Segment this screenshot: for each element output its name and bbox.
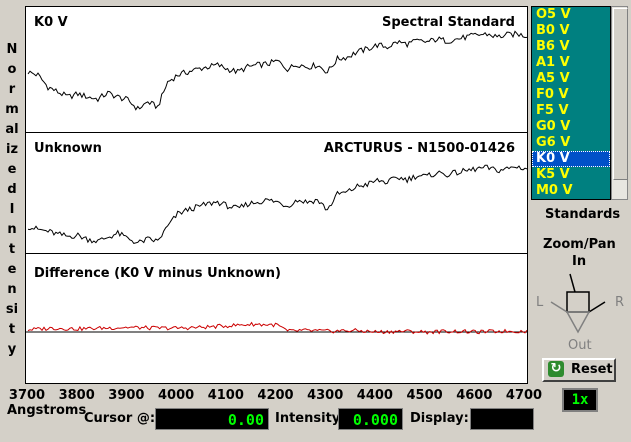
standards-item[interactable]: F0 V [536, 87, 569, 102]
refresh-icon: ↻ [548, 361, 564, 377]
standards-label: Standards [545, 207, 621, 222]
unknown-spectrum-panel[interactable]: Unknown ARCTURUS - N1500-01426 [25, 132, 528, 254]
scrollbar-thumb[interactable] [613, 8, 628, 180]
standards-item[interactable]: A1 V [536, 55, 570, 70]
standard-spectrum-plot [27, 30, 527, 111]
spectrum-line [27, 321, 527, 335]
y-axis-label: Normalized Intensity [5, 42, 19, 357]
zoom-pan-box [566, 291, 590, 313]
cursor-label: Cursor @: [84, 411, 156, 426]
display-label: Display: [410, 411, 469, 426]
standards-item[interactable]: A5 V [536, 71, 570, 86]
pan-right-label: R [615, 295, 625, 310]
standard-type-label: K0 V [34, 15, 68, 30]
reset-label: Reset [571, 362, 613, 377]
x-tick-label: 3700 [8, 388, 46, 403]
spectrum-line [27, 164, 527, 244]
x-tick-label: 4100 [207, 388, 244, 403]
standards-scrollbar[interactable] [611, 6, 628, 200]
difference-panel[interactable]: Difference (K0 V minus Unknown) [25, 253, 528, 384]
spectrum-line [27, 30, 527, 111]
standards-list[interactable]: O5 V B0 V B6 V A1 V A5 V F0 V F5 V G0 V G6 V K0 V… [531, 6, 611, 200]
pan-right-arrow[interactable] [588, 301, 606, 313]
x-tick-label: 4700 [505, 388, 543, 403]
zoom-out-label: Out [568, 338, 592, 353]
zoom-pan-title: Zoom/Pan [543, 237, 616, 252]
intensity-readout: 0.000 [338, 408, 403, 430]
standards-item[interactable]: F5 V [536, 103, 569, 118]
reset-button[interactable]: ↻ Reset [542, 358, 616, 382]
zoom-in-label: In [572, 254, 587, 269]
x-tick-label: 4400 [356, 388, 393, 403]
unknown-star-label: ARCTURUS - N1500-01426 [323, 141, 515, 156]
x-tick-label: 4600 [456, 388, 493, 403]
spectral-standard-label: Spectral Standard [382, 15, 515, 30]
standards-item[interactable]: B6 V [536, 39, 570, 54]
standards-item[interactable]: G0 V [536, 119, 571, 134]
pan-left-arrow[interactable] [550, 301, 568, 313]
difference-plot [26, 321, 527, 335]
zoom-pan-control[interactable] [545, 268, 611, 340]
x-tick-label: 4000 [158, 388, 195, 403]
display-readout [470, 408, 534, 430]
zoom-in-arrow[interactable] [569, 273, 576, 293]
standards-item[interactable]: O5 V [536, 7, 571, 22]
standards-item[interactable]: G6 V [536, 135, 571, 150]
cursor-readout: 0.00 [155, 408, 269, 430]
standards-item[interactable]: K5 V [536, 167, 570, 182]
x-tick-label: 4200 [257, 388, 294, 403]
pan-left-label: L [536, 295, 544, 310]
unknown-spectrum-plot [27, 164, 527, 244]
standards-item[interactable]: B0 V [536, 23, 570, 38]
zoom-level-display: 1x [562, 388, 598, 412]
standards-item[interactable]: K0 V [532, 151, 610, 167]
difference-label: Difference (K0 V minus Unknown) [34, 266, 281, 281]
standard-spectrum-panel[interactable]: K0 V Spectral Standard [25, 6, 528, 133]
unknown-label: Unknown [34, 141, 102, 156]
x-tick-label: 4300 [307, 388, 344, 403]
standards-item[interactable]: M0 V [536, 183, 573, 198]
x-tick-label: 3800 [58, 388, 95, 403]
x-tick-label: 4500 [406, 388, 443, 403]
x-axis-label: Angstroms [7, 403, 87, 418]
intensity-label: Intensity: [275, 411, 346, 426]
zoom-out-arrow[interactable] [565, 311, 591, 334]
x-tick-label: 3900 [108, 388, 145, 403]
